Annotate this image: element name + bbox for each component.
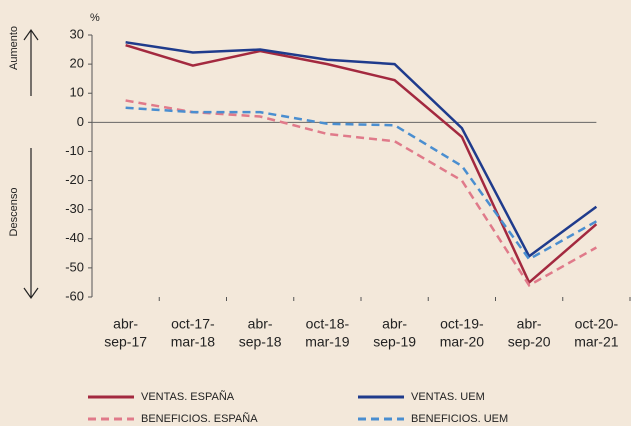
x-tick-label: mar-21 <box>574 334 619 350</box>
series-line <box>125 41 598 259</box>
x-tick-label: oct-20- <box>575 316 619 332</box>
y-tick-label: 10 <box>70 85 84 100</box>
x-tick-label: mar-19 <box>305 334 350 350</box>
y-tick-label: 30 <box>70 26 84 41</box>
arrows <box>23 28 39 300</box>
legend-label: BENEFICIOS. UEM <box>411 413 508 425</box>
legend-label: VENTAS. UEM <box>411 391 485 403</box>
legend-label: BENEFICIOS. ESPAÑA <box>141 412 258 425</box>
y-tick-label: -30 <box>65 201 84 216</box>
series-line <box>125 43 598 285</box>
up-arrow <box>23 28 39 96</box>
y-tick-label: 0 <box>77 114 84 129</box>
series-line <box>125 106 597 261</box>
down-arrow <box>23 148 39 300</box>
x-tick-label: abr- <box>113 316 138 332</box>
legend-label: VENTAS. ESPAÑA <box>141 390 235 403</box>
up-label: Aumento <box>8 26 20 70</box>
x-tick-label: mar-18 <box>171 334 216 350</box>
x-tick-label: oct-19- <box>440 316 484 332</box>
x-tick-label: mar-20 <box>440 334 485 350</box>
x-tick-label: abr- <box>517 316 542 332</box>
x-tick-label: sep-20 <box>508 334 551 350</box>
series-line <box>125 99 597 288</box>
y-tick-label: -40 <box>65 230 84 245</box>
x-tick-label: oct-18- <box>306 316 350 332</box>
y-tick-label: -10 <box>65 143 84 158</box>
x-tick-label: abr- <box>382 316 407 332</box>
x-tick-label: sep-18 <box>239 334 282 350</box>
y-tick-label: 20 <box>70 56 84 71</box>
down-label: Descenso <box>8 188 20 237</box>
unit-label: % <box>90 12 100 24</box>
x-tick-label: sep-17 <box>104 334 147 350</box>
y-tick-label: -50 <box>65 259 84 274</box>
x-tick-label: oct-17- <box>171 316 215 332</box>
y-tick-label: -60 <box>65 288 84 303</box>
x-tick-label: sep-19 <box>373 334 416 350</box>
x-tick-label: abr- <box>248 316 273 332</box>
y-tick-label: -20 <box>65 172 84 187</box>
